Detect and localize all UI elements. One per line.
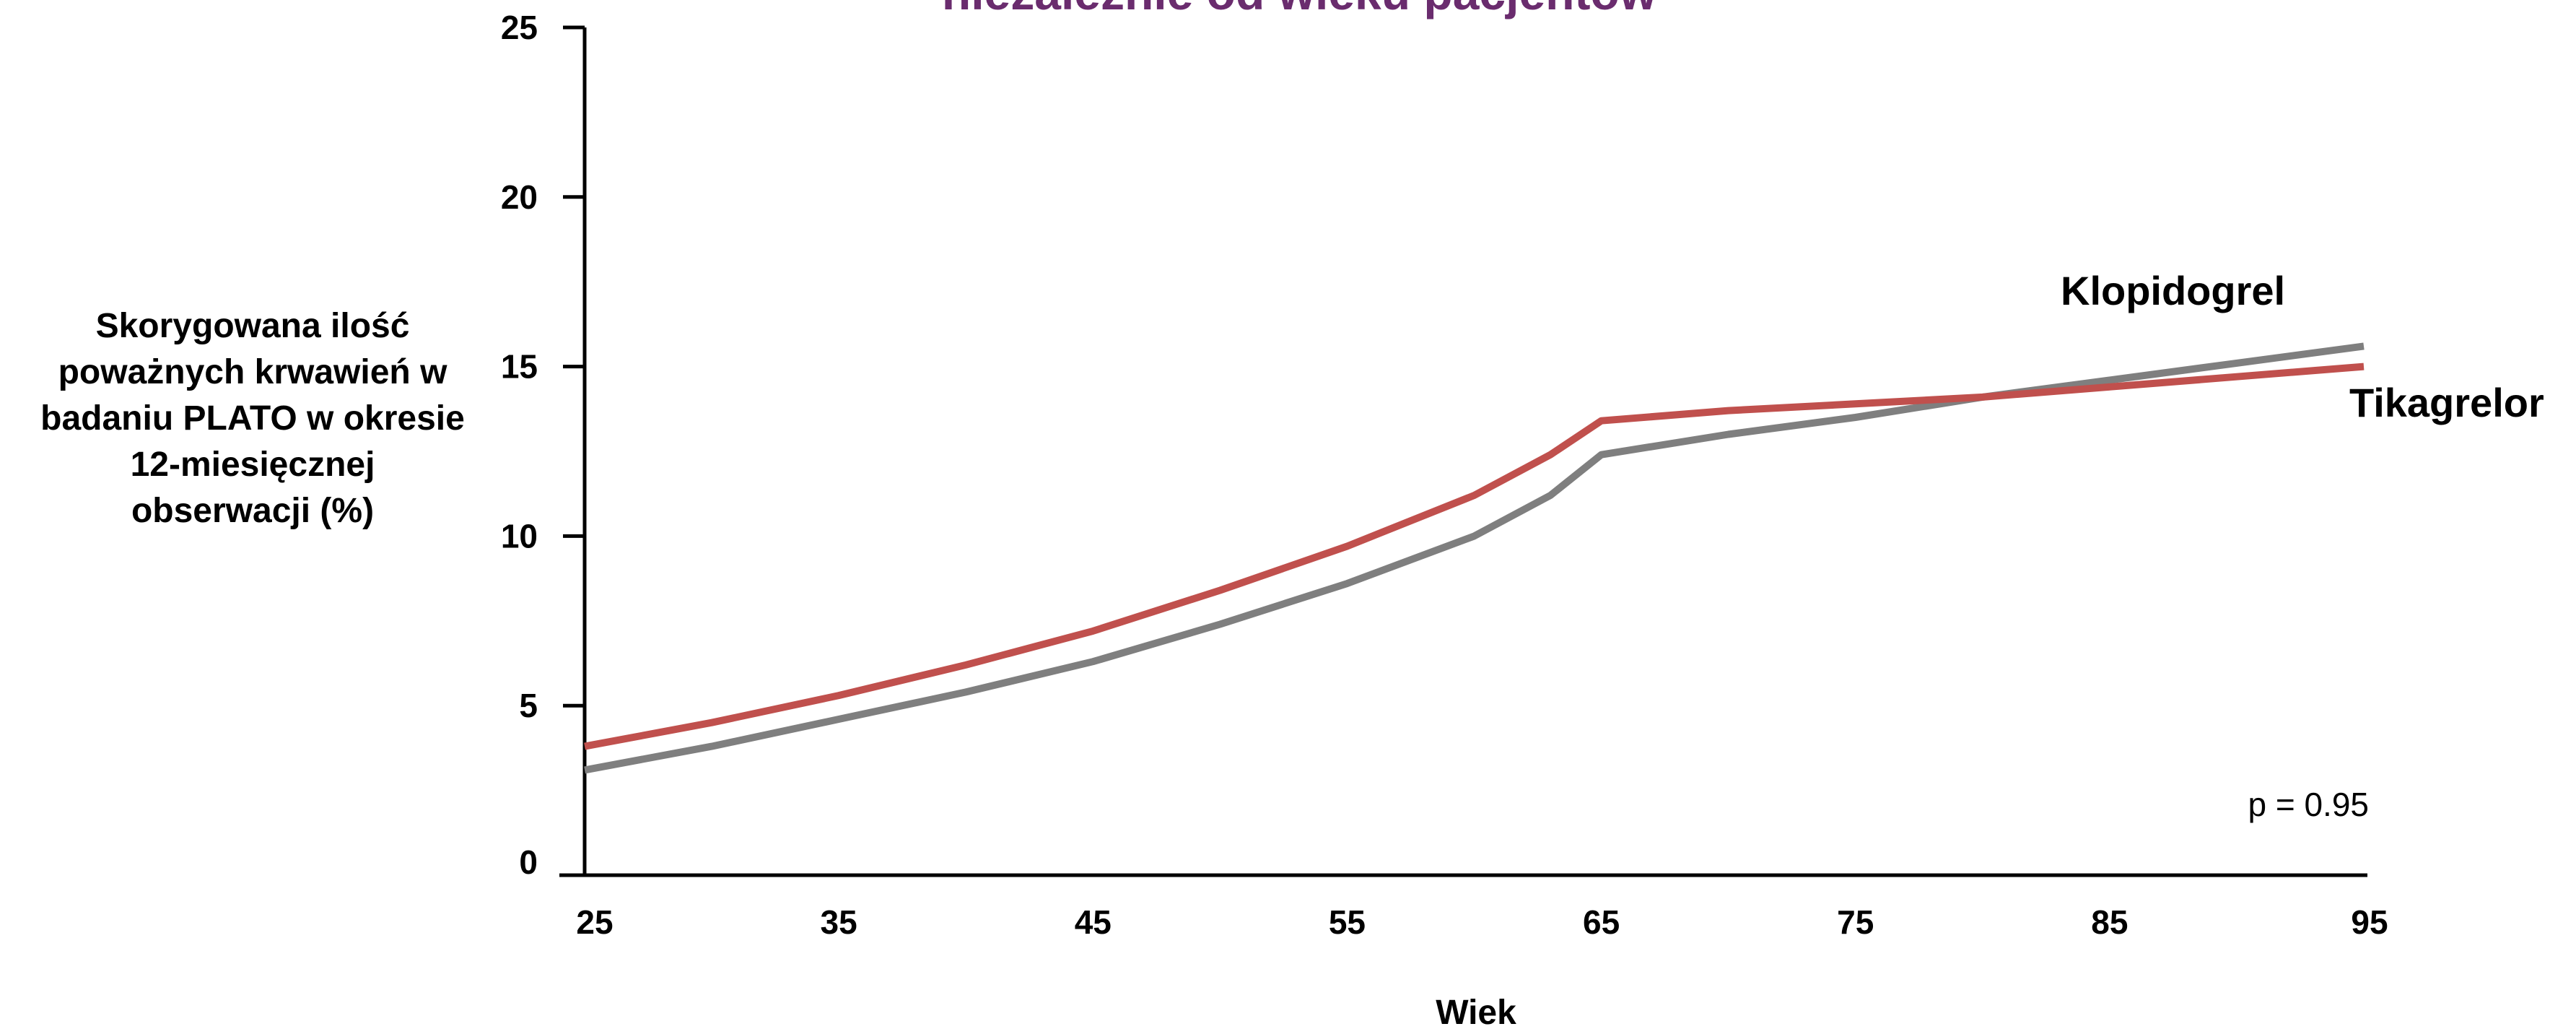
x-tick-label: 75 bbox=[1837, 903, 1874, 941]
series-label-tikagrelor: Tikagrelor bbox=[2349, 380, 2544, 425]
x-tick-label: 65 bbox=[1583, 903, 1620, 941]
y-tick-label: 25 bbox=[501, 9, 538, 46]
x-tick-label: 25 bbox=[576, 903, 613, 941]
chart-title: niezależnie od wieku pacjentów bbox=[722, 0, 1877, 20]
x-tick-label: 55 bbox=[1329, 903, 1366, 941]
y-tick-label: 20 bbox=[501, 178, 538, 216]
series-label-klopidogrel: Klopidogrel bbox=[2061, 268, 2285, 313]
y-axis-label-line: badaniu PLATO w okresie bbox=[40, 399, 465, 438]
y-tick-label: 0 bbox=[519, 843, 538, 881]
y-tick-label: 15 bbox=[501, 348, 538, 386]
y-axis-label: Skorygowana ilość poważnych krwawień w b… bbox=[0, 303, 505, 534]
x-tick-label: 95 bbox=[2351, 903, 2388, 941]
x-axis-label: Wiek bbox=[1436, 994, 1516, 1029]
y-axis-label-line: obserwacji (%) bbox=[131, 492, 375, 530]
p-value-annotation: p = 0.95 bbox=[2248, 786, 2369, 823]
x-tick-label: 85 bbox=[2091, 903, 2128, 941]
x-tick-label: 45 bbox=[1075, 903, 1112, 941]
x-tick-label: 35 bbox=[821, 903, 857, 941]
y-tick-label: 10 bbox=[501, 517, 538, 555]
y-tick-label: 5 bbox=[519, 687, 538, 724]
y-axis-label-line: poważnych krwawień w bbox=[58, 353, 447, 391]
series-line-tikagrelor bbox=[584, 362, 2365, 750]
y-axis-label-line: Skorygowana ilość bbox=[95, 307, 410, 345]
series-line-klopidogrel bbox=[584, 342, 2365, 774]
y-axis-label-line: 12-miesięcznej bbox=[130, 446, 375, 484]
